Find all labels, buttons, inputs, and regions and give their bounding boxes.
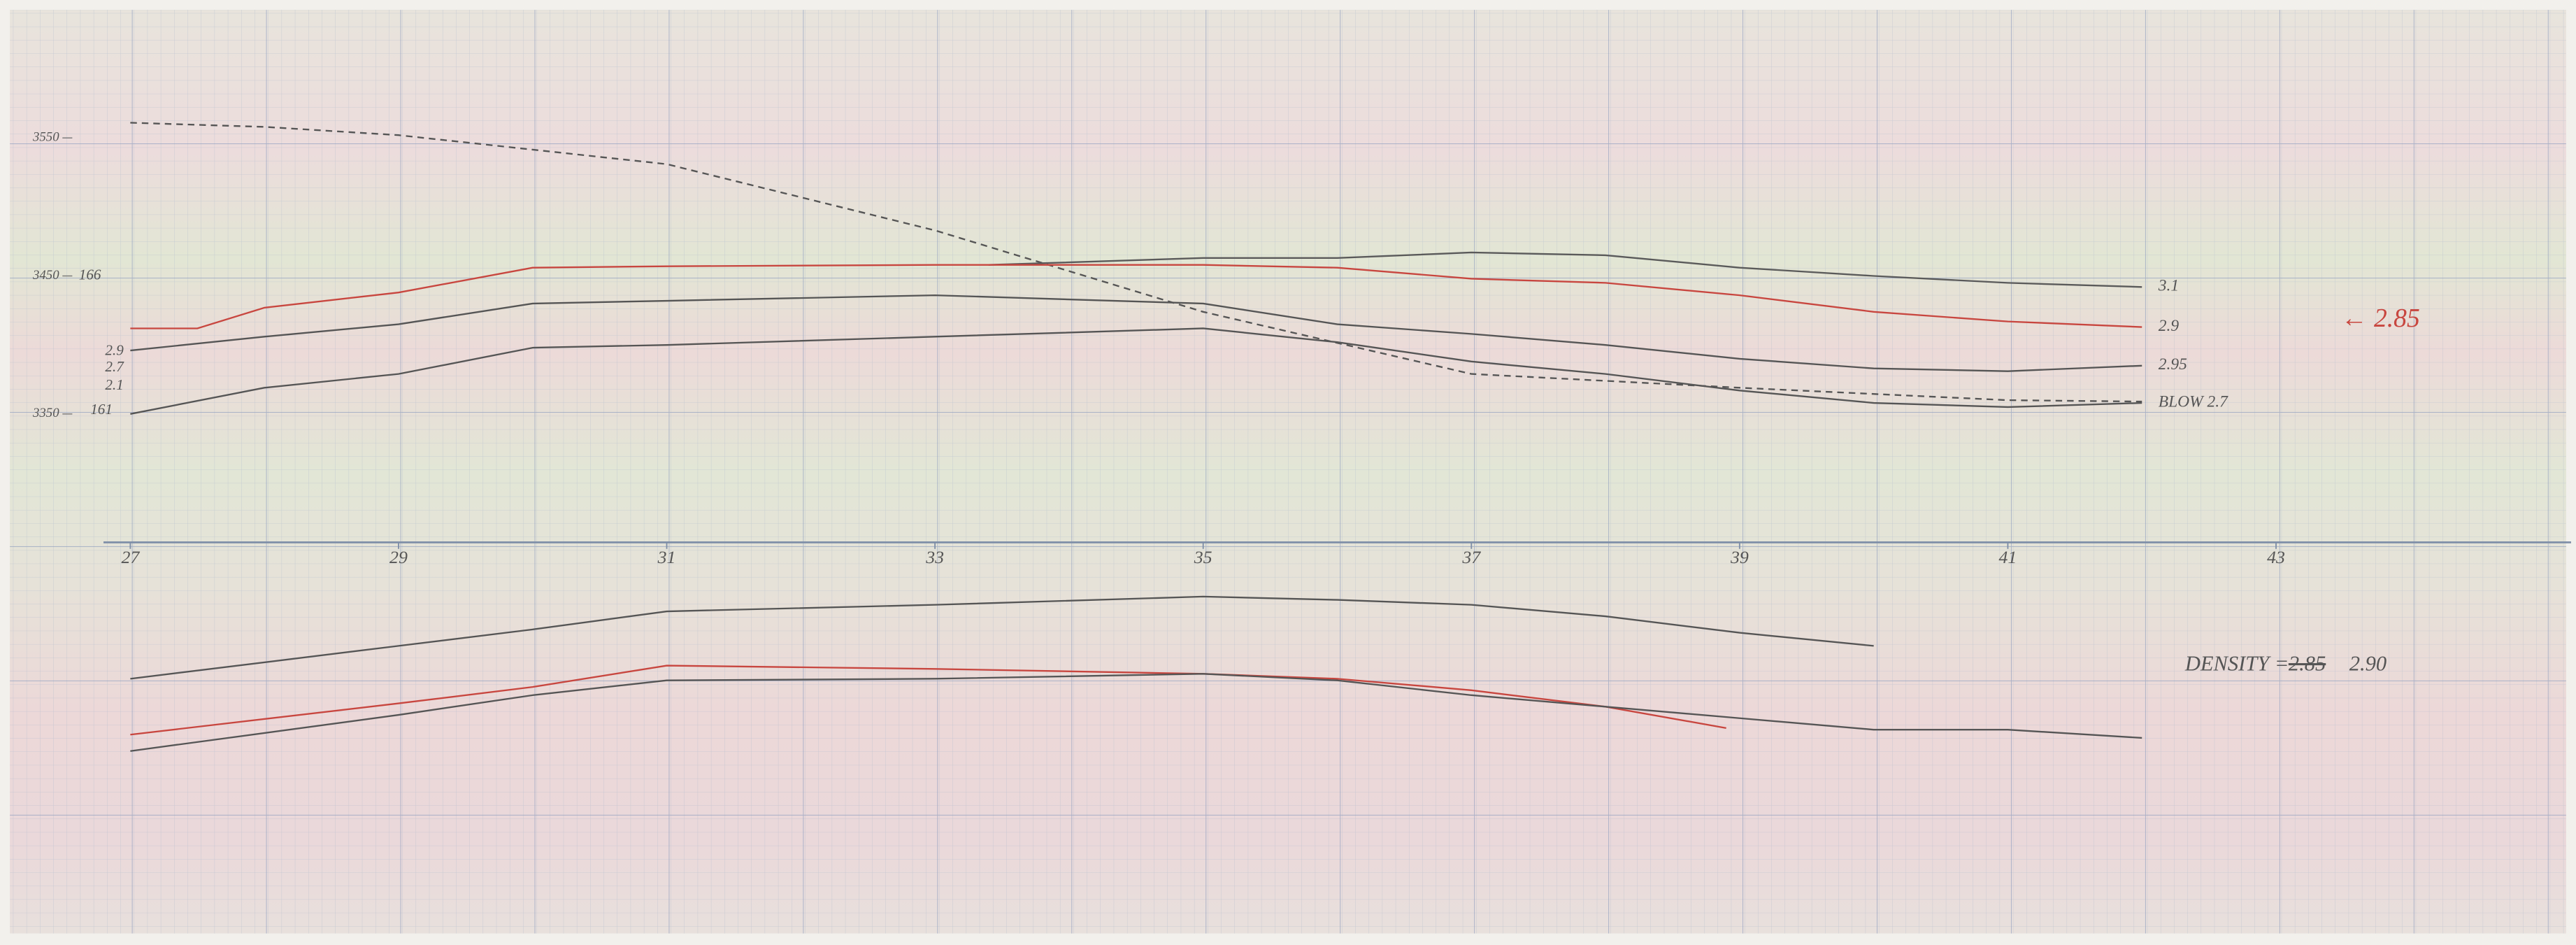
x-tick-label: 35 [1194, 547, 1212, 567]
x-tick-label: 27 [121, 547, 140, 567]
x-tick-label: 43 [2267, 547, 2285, 567]
annotation: 2.85 [2289, 652, 2326, 676]
data-line [130, 595, 1874, 680]
annotation: 2.7 [105, 358, 124, 375]
annotation: 161 [90, 401, 113, 418]
annotation: ← 2.85 [2341, 304, 2420, 333]
x-tick-label: 41 [1999, 547, 2017, 567]
x-tick-label: 37 [1461, 547, 1481, 567]
series-label: BLOW 2.7 [2159, 392, 2228, 411]
data-line [130, 294, 2142, 372]
annotation: 2.90 [2349, 652, 2387, 676]
series-label: 2.9 [2159, 317, 2180, 335]
x-tick-label: 33 [925, 547, 944, 567]
x-tick-label: 31 [657, 547, 676, 567]
annotation: 2.1 [105, 376, 123, 393]
y-tick-label: 3350 [32, 406, 59, 420]
data-line [130, 673, 2142, 752]
data-line [130, 122, 2142, 403]
x-tick-label: 29 [389, 547, 408, 567]
data-line [988, 251, 2142, 288]
data-line [130, 665, 1726, 736]
annotation: 166 [79, 267, 101, 283]
x-tick-label: 39 [1730, 547, 1749, 567]
data-line [130, 327, 2142, 415]
annotation: 2.9 [105, 342, 124, 359]
y-tick-label: 3450 [32, 268, 59, 283]
series-label: 2.95 [2159, 355, 2187, 374]
annotation: DENSITY = [2184, 652, 2289, 676]
major-grid [10, 10, 2566, 934]
y-tick-label: 3550 [32, 129, 59, 144]
series-label: 3.1 [2158, 277, 2179, 295]
data-line [130, 264, 2142, 329]
